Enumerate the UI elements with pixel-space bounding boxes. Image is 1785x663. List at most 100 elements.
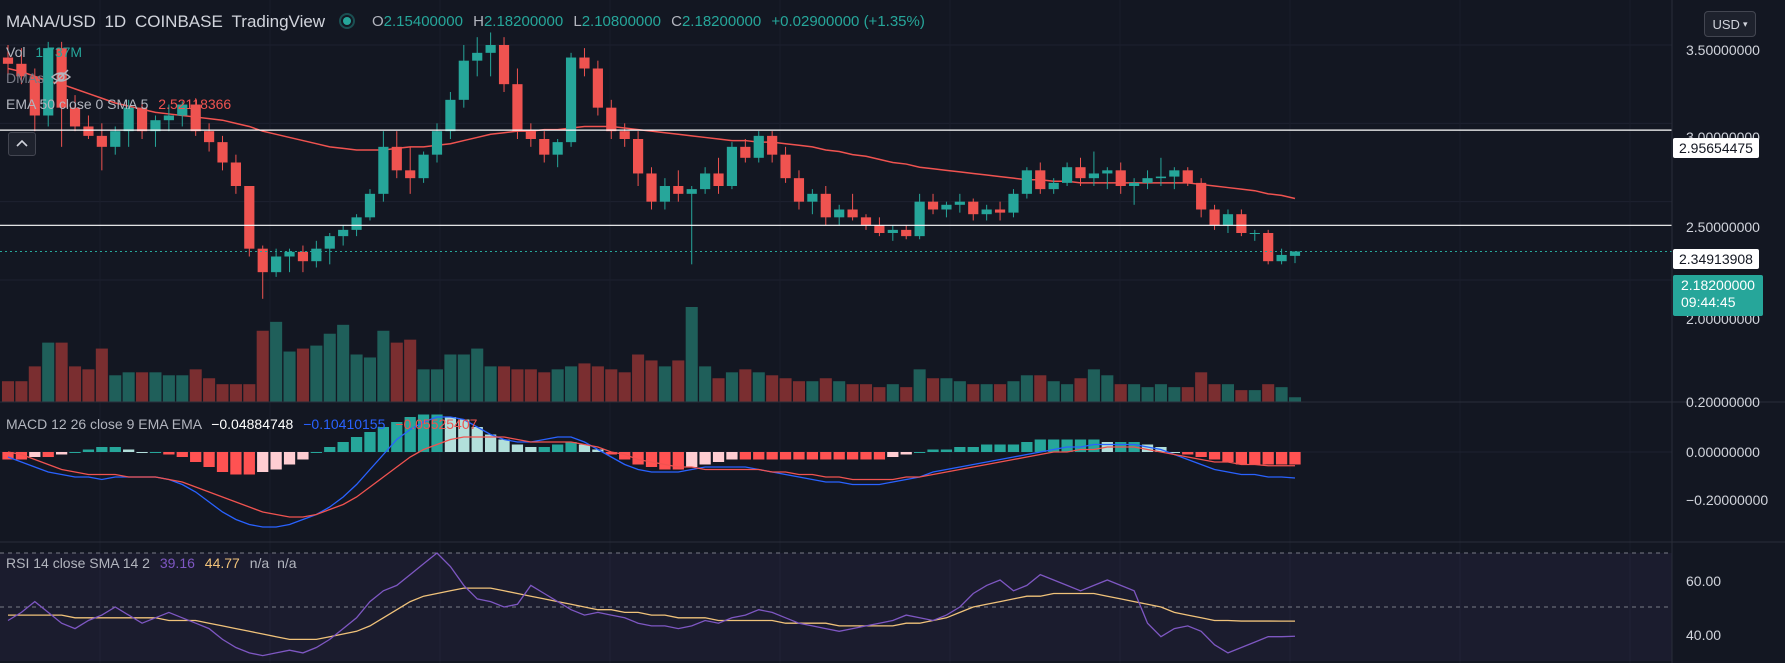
- candle-body: [1169, 170, 1180, 177]
- volume-bar: [1047, 381, 1060, 402]
- volume-bar: [1061, 384, 1074, 402]
- candle-body: [753, 135, 764, 158]
- candle-body: [713, 173, 724, 186]
- symbol-label[interactable]: MANA/USD 1D COINBASE TradingView: [6, 12, 325, 32]
- macd-histogram-bar: [1222, 452, 1234, 462]
- candle-body: [177, 104, 188, 116]
- volume-bar: [176, 375, 189, 402]
- volume-bar: [980, 384, 993, 402]
- candle-body: [472, 52, 483, 61]
- candle-body: [244, 186, 255, 249]
- macd-histogram-bar: [190, 452, 202, 462]
- macd-histogram-bar: [1074, 439, 1087, 452]
- macd-histogram-bar: [2, 452, 14, 460]
- macd-histogram-bar: [1208, 452, 1221, 460]
- macd-histogram-bar: [927, 449, 939, 452]
- candle-body: [257, 248, 268, 273]
- volume-bar: [551, 369, 564, 402]
- macd-histogram-bar: [659, 452, 671, 470]
- macd-histogram-bar: [552, 444, 564, 452]
- volume-bar: [725, 372, 738, 402]
- close-label: C: [671, 13, 682, 30]
- candle-body: [686, 189, 697, 194]
- candle-body: [592, 68, 603, 108]
- candle-body: [700, 173, 711, 190]
- interval[interactable]: 1D: [104, 12, 127, 31]
- volume-bar: [203, 378, 216, 402]
- volume-bar: [591, 366, 604, 402]
- currency-label: USD: [1712, 16, 1740, 32]
- candle-body: [391, 146, 402, 171]
- volume-bar: [873, 387, 886, 402]
- ema-legend[interactable]: EMA 50 close 0 SMA 5 2.52118366: [6, 96, 231, 112]
- dmas-legend[interactable]: DMAs: [6, 70, 44, 86]
- eye-off-icon[interactable]: [50, 68, 72, 86]
- symbol[interactable]: MANA/USD: [6, 12, 96, 31]
- candle-body: [1289, 251, 1301, 256]
- candle-body: [860, 217, 872, 226]
- macd-histogram-bar: [417, 414, 430, 452]
- hline-tag[interactable]: 2.34913908: [1673, 249, 1759, 269]
- candle-body: [847, 209, 858, 218]
- volume-bar: [1154, 384, 1167, 402]
- rsi-ma-line: [8, 587, 1295, 641]
- volume-legend[interactable]: Vol 1.737M: [6, 44, 82, 60]
- source: TradingView: [231, 12, 326, 31]
- candle-body: [123, 107, 134, 132]
- price-axis-label: 2.50000000: [1686, 219, 1760, 235]
- volume-bar: [1087, 369, 1100, 402]
- chevron-up-icon: [15, 135, 29, 153]
- candle-body: [1249, 233, 1260, 234]
- candle-body: [767, 135, 778, 155]
- volume-bar: [1221, 384, 1235, 402]
- candle-body: [431, 131, 443, 155]
- candle-body: [606, 107, 617, 132]
- volume-bar: [404, 339, 417, 402]
- candle-body: [29, 76, 40, 116]
- volume-bar: [15, 381, 28, 402]
- volume-bar: [618, 372, 631, 402]
- macd-histogram-bar: [1141, 444, 1154, 452]
- volume-bar: [685, 307, 698, 402]
- macd-histogram-bar: [230, 452, 242, 475]
- candle-body: [887, 229, 898, 233]
- macd-histogram-bar: [619, 452, 631, 460]
- rsi-axis-label: 40.00: [1686, 627, 1722, 643]
- candle-body: [1088, 173, 1100, 179]
- macd-histogram-bar: [913, 452, 926, 453]
- macd-histogram-bar: [592, 449, 604, 452]
- volume-bar: [792, 381, 806, 402]
- volume-value: 1.737M: [35, 44, 83, 60]
- volume-bar: [1235, 390, 1248, 402]
- currency-button[interactable]: USD ▾: [1704, 11, 1756, 37]
- macd-histogram-bar: [900, 452, 912, 455]
- volume-bar: [296, 348, 309, 402]
- macd-axis-label: 0.00000000: [1686, 444, 1760, 460]
- macd-histogram-bar: [1168, 452, 1180, 453]
- hline-tag[interactable]: 2.95654475: [1673, 138, 1759, 158]
- macd-histogram-bar: [324, 447, 336, 452]
- macd-histogram-bar: [136, 452, 148, 453]
- volume-bar: [1, 381, 15, 402]
- candle-body: [445, 99, 456, 132]
- macd-histogram-bar: [431, 414, 443, 452]
- macd-histogram-bar: [243, 452, 255, 475]
- volume-bar: [846, 384, 859, 402]
- volume-bar: [444, 354, 457, 402]
- volume-bar: [806, 381, 819, 402]
- volume-bar: [1141, 387, 1154, 402]
- macd-histogram-bar: [1249, 452, 1261, 465]
- volume-bar: [926, 378, 940, 402]
- bar-countdown: 09:44:45: [1681, 294, 1736, 310]
- collapse-legend-button[interactable]: [8, 132, 36, 156]
- candle-body: [1048, 182, 1059, 190]
- macd-legend[interactable]: MACD 12 26 close 9 EMA EMA −0.04884748 −…: [6, 416, 477, 432]
- rsi-legend[interactable]: RSI 14 close SMA 14 2 39.16 44.77 n/a n/…: [6, 555, 297, 571]
- volume-bar: [216, 384, 229, 402]
- candle-body: [927, 201, 939, 210]
- volume-bar: [632, 354, 645, 402]
- volume-bar: [578, 363, 591, 402]
- macd-histogram-bar: [377, 427, 390, 452]
- macd-histogram-bar: [391, 422, 403, 452]
